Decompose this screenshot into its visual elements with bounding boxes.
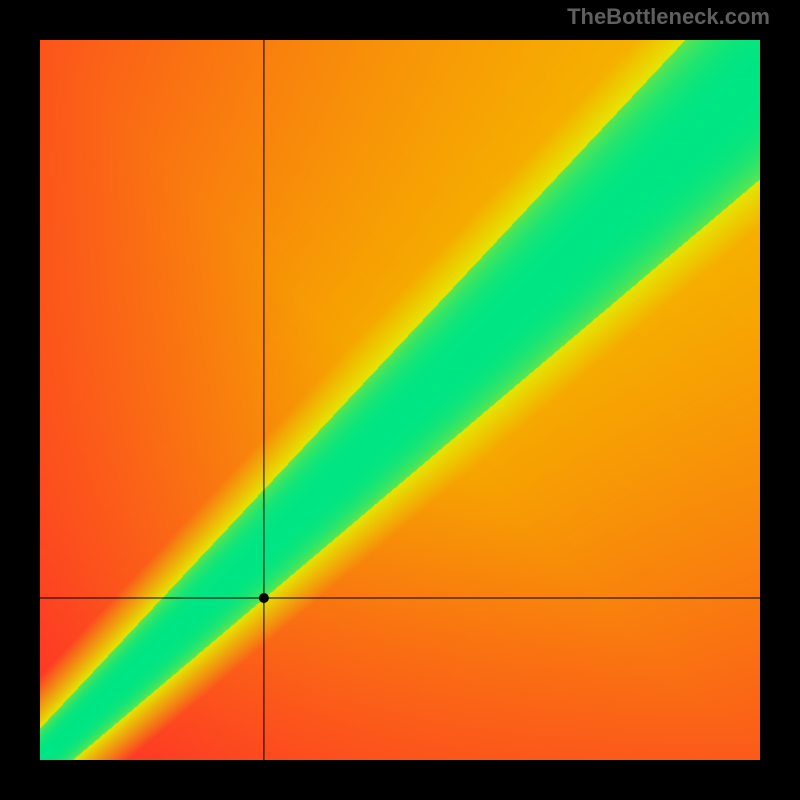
watermark-text: TheBottleneck.com — [567, 4, 770, 30]
bottleneck-heatmap — [0, 0, 800, 800]
heatmap-overlay — [0, 0, 800, 800]
crosshair-marker — [259, 593, 269, 603]
